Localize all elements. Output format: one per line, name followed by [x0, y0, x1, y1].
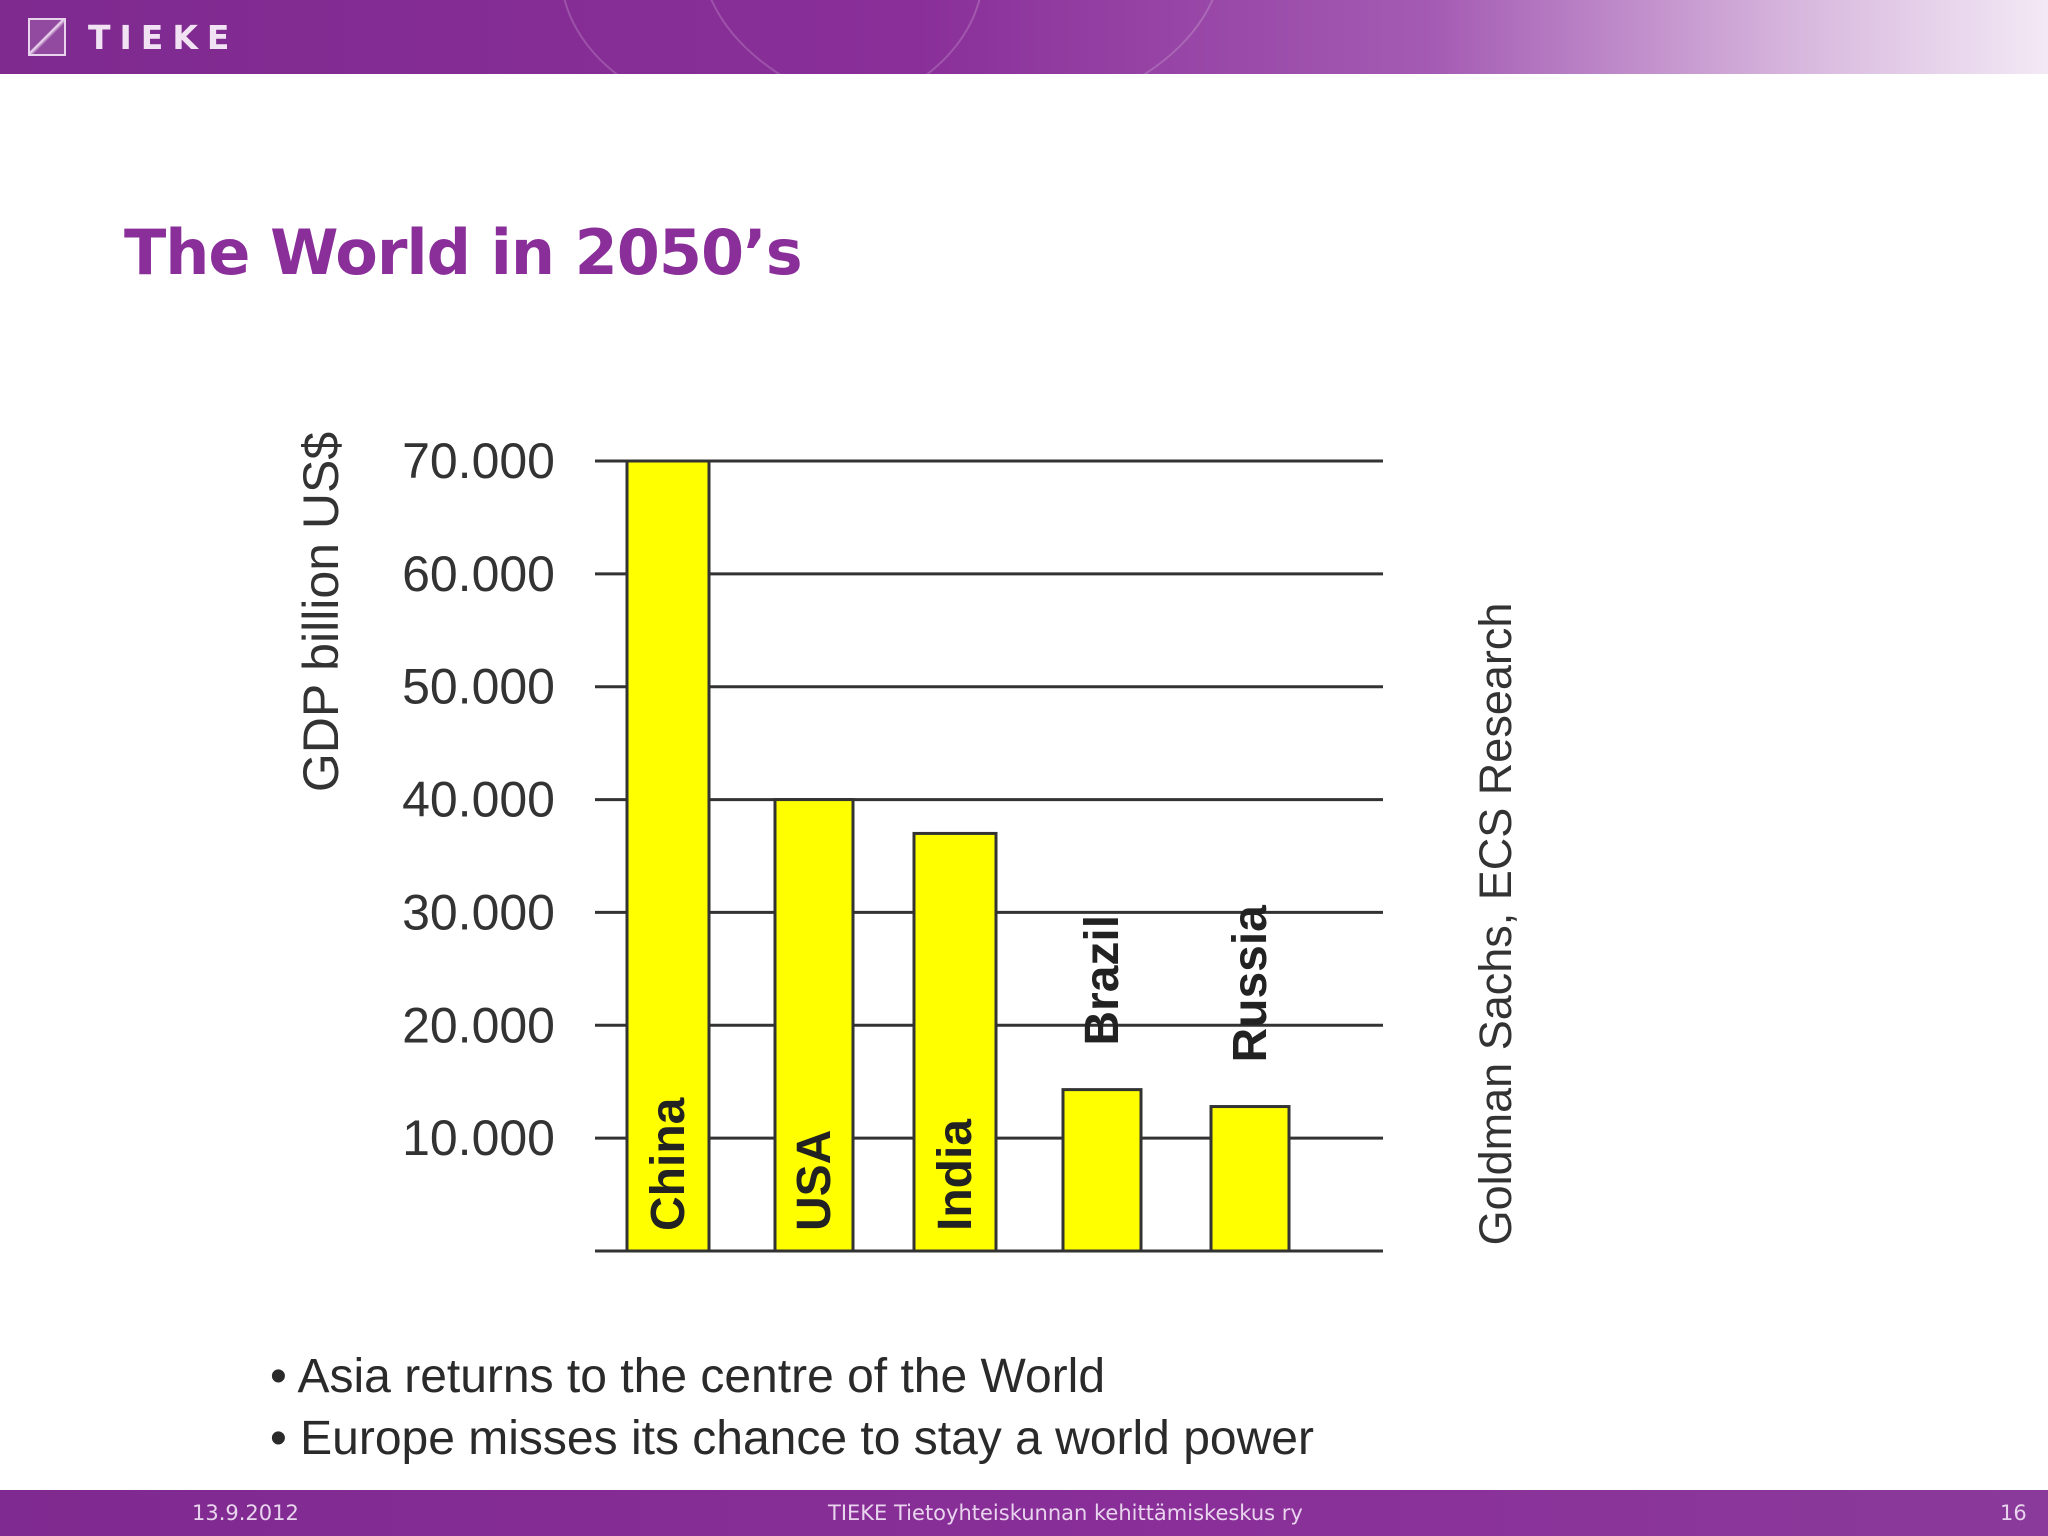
bullet-list: • Asia returns to the centre of the Worl…: [270, 1346, 1314, 1470]
tieke-logo-mark-icon: [28, 18, 66, 56]
category-label: USA: [788, 1130, 841, 1231]
y-tick-label: 40.000: [402, 772, 555, 828]
bar-india: [912, 831, 998, 1253]
footer-date: 13.9.2012: [192, 1501, 299, 1525]
category-label: China: [642, 1097, 695, 1231]
slide-footer-bar: 13.9.2012 TIEKE Tietoyhteiskunnan kehitt…: [0, 1490, 2048, 1536]
y-tick-label: 20.000: [402, 997, 555, 1053]
tieke-logo: TIEKE: [28, 16, 238, 58]
slide-title: The World in 2050’s: [124, 216, 803, 289]
y-axis-label: GDP billion US$: [293, 432, 349, 792]
category-label: Russia: [1224, 905, 1277, 1063]
bar-russia: [1209, 1105, 1291, 1253]
category-label: Brazil: [1076, 915, 1129, 1046]
page-number: 16: [2000, 1501, 2027, 1525]
y-tick-label: 60.000: [402, 546, 555, 602]
y-tick-label: 10.000: [402, 1110, 555, 1166]
slide-header-bar: TIEKE: [0, 0, 2048, 74]
logo-text: TIEKE: [88, 17, 239, 57]
footer-organization: TIEKE Tietoyhteiskunnan kehittämiskeskus…: [828, 1501, 1303, 1525]
y-tick-label: 50.000: [402, 659, 555, 715]
category-label: India: [929, 1119, 982, 1231]
bar-china: [625, 459, 711, 1253]
source-caption: Goldman Sachs, ECS Research: [1470, 603, 1521, 1246]
gdp-bar-chart: 10.000 20.000 30.000 40.000 50.000 60.000 70.0…: [293, 432, 1521, 1253]
y-tick-label: 70.000: [402, 433, 555, 489]
y-tick-label: 30.000: [402, 884, 555, 940]
bar-brazil: [1061, 1088, 1143, 1253]
bar-usa: [773, 798, 855, 1253]
bullet-item: • Asia returns to the centre of the Worl…: [270, 1350, 1106, 1403]
bullet-item: • Europe misses its chance to stay a wor…: [270, 1412, 1314, 1465]
